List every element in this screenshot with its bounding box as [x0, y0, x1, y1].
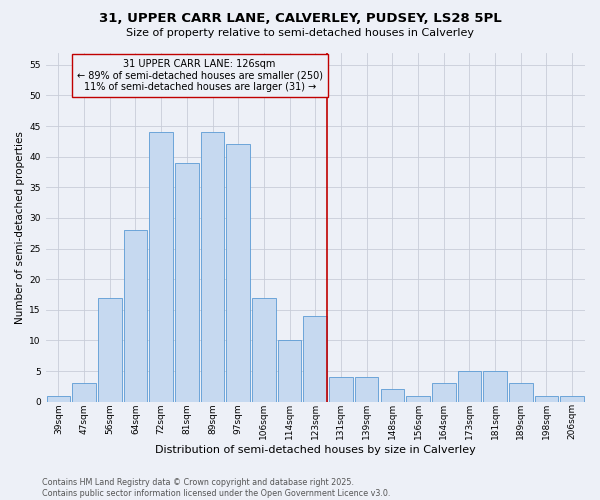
Bar — [535, 396, 558, 402]
Bar — [200, 132, 224, 402]
Bar — [175, 163, 199, 402]
Text: 31, UPPER CARR LANE, CALVERLEY, PUDSEY, LS28 5PL: 31, UPPER CARR LANE, CALVERLEY, PUDSEY, … — [98, 12, 502, 26]
Bar — [509, 384, 533, 402]
Bar — [72, 384, 96, 402]
Bar — [483, 371, 507, 402]
Y-axis label: Number of semi-detached properties: Number of semi-detached properties — [15, 130, 25, 324]
Bar — [458, 371, 481, 402]
Bar — [304, 316, 327, 402]
Text: 31 UPPER CARR LANE: 126sqm
← 89% of semi-detached houses are smaller (250)
11% o: 31 UPPER CARR LANE: 126sqm ← 89% of semi… — [77, 58, 323, 92]
Bar — [124, 230, 147, 402]
Bar — [226, 144, 250, 402]
Bar — [380, 390, 404, 402]
Text: Size of property relative to semi-detached houses in Calverley: Size of property relative to semi-detach… — [126, 28, 474, 38]
Bar — [149, 132, 173, 402]
Bar — [406, 396, 430, 402]
Bar — [278, 340, 301, 402]
Bar — [47, 396, 70, 402]
Bar — [329, 377, 353, 402]
Bar — [98, 298, 122, 402]
Bar — [432, 384, 455, 402]
Bar — [252, 298, 276, 402]
Bar — [355, 377, 379, 402]
X-axis label: Distribution of semi-detached houses by size in Calverley: Distribution of semi-detached houses by … — [155, 445, 476, 455]
Bar — [560, 396, 584, 402]
Text: Contains HM Land Registry data © Crown copyright and database right 2025.
Contai: Contains HM Land Registry data © Crown c… — [42, 478, 391, 498]
